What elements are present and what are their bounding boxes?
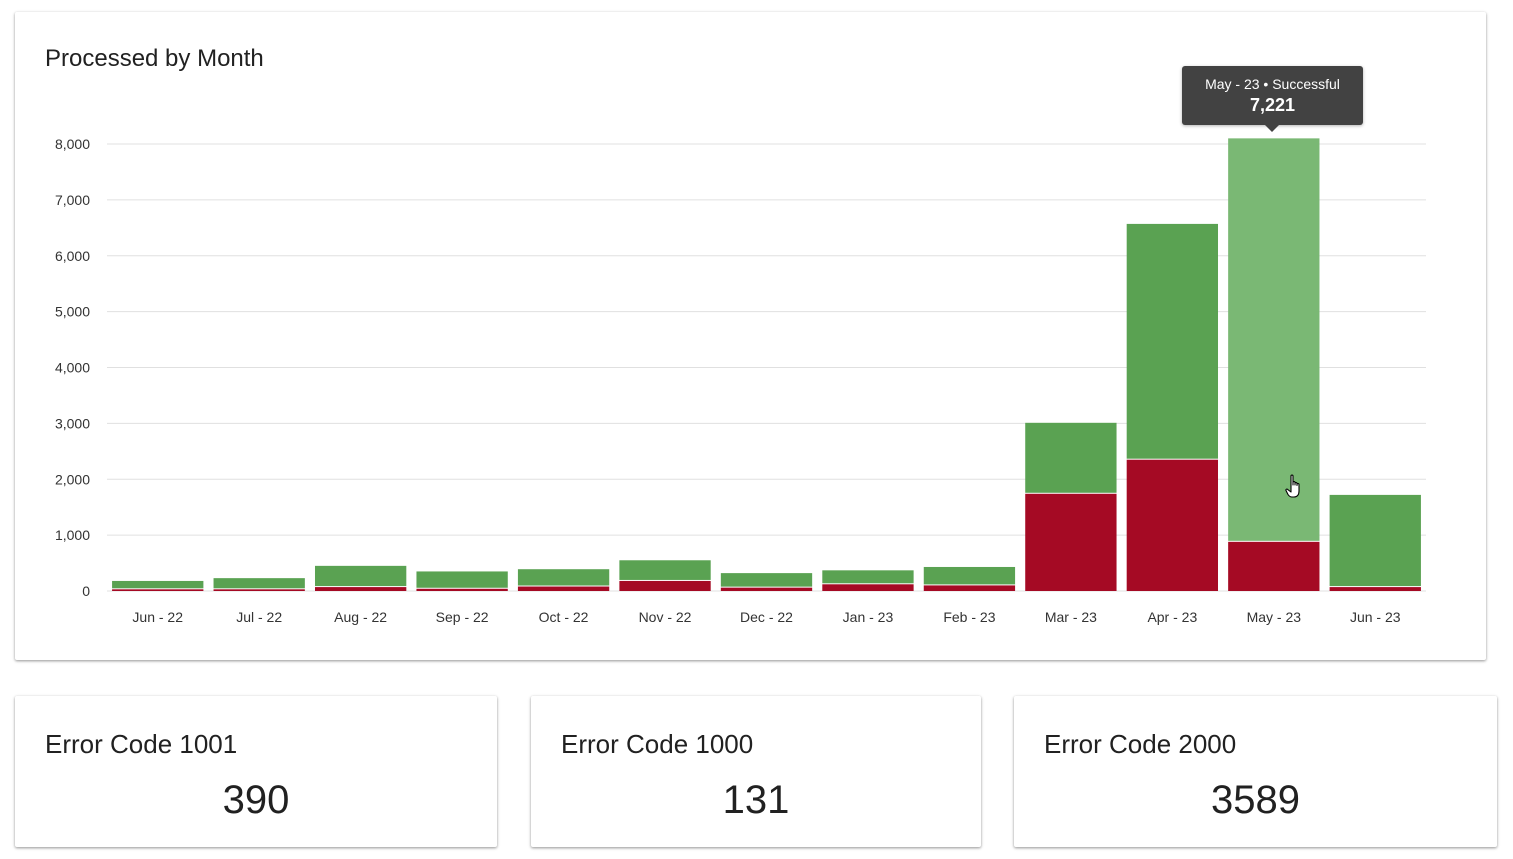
tooltip-label: May - 23 • Successful (1205, 76, 1340, 92)
bar-successful[interactable] (314, 565, 407, 587)
y-tick-label: 3,000 (55, 415, 90, 431)
x-tick-label: Jul - 22 (236, 609, 282, 625)
error-card-value: 3589 (1211, 778, 1300, 822)
bar-error[interactable] (314, 587, 407, 591)
x-tick-label: Dec - 22 (740, 609, 793, 625)
bar-error[interactable] (923, 585, 1016, 591)
y-tick-label: 2,000 (55, 471, 90, 487)
bar-successful[interactable] (1025, 422, 1117, 493)
bar-error[interactable] (517, 586, 610, 591)
bar-successful[interactable] (213, 578, 305, 589)
error-code-1000-card: Error Code 1000 131 (531, 696, 981, 847)
bar-successful[interactable] (1126, 223, 1219, 459)
x-tick-label: Aug - 22 (334, 609, 387, 625)
chart-card: Processed by Month 0 1,000 2,000 3,000 4,000… (15, 12, 1486, 660)
bar-successful[interactable] (112, 580, 204, 589)
y-tick-label: 8,000 (55, 136, 90, 152)
bar-error[interactable] (822, 584, 914, 591)
bar-successful[interactable] (1329, 494, 1421, 587)
bar-successful[interactable] (619, 560, 711, 580)
error-card-value: 131 (722, 778, 790, 822)
y-tick-label: 1,000 (55, 527, 90, 543)
x-tick-label: Jun - 22 (132, 609, 183, 625)
x-tick-label: Nov - 22 (639, 609, 692, 625)
tooltip-value: 7,221 (1249, 95, 1296, 115)
hand-pointer-icon (1285, 474, 1300, 498)
chart-title: Processed by Month (45, 45, 264, 72)
chart-tooltip: May - 23 • Successful 7,221 (1182, 66, 1363, 132)
bar-error[interactable] (213, 589, 305, 591)
bar-successful[interactable] (923, 566, 1016, 585)
x-tick-label: Apr - 23 (1147, 609, 1197, 625)
x-tick-label: May - 23 (1247, 609, 1302, 625)
error-card-label: Error Code 1001 (45, 729, 238, 759)
processed-by-month-chart: 0 1,000 2,000 3,000 4,000 5,000 6,000 7,000 8,00… (55, 136, 1426, 625)
bar-error[interactable] (1329, 587, 1421, 591)
bar-error[interactable] (1228, 541, 1320, 591)
error-card-value: 390 (222, 778, 290, 822)
y-tick-label: 7,000 (55, 192, 90, 208)
bar-error[interactable] (619, 580, 711, 591)
error-card-label: Error Code 1000 (561, 729, 754, 759)
y-tick-label: 0 (82, 583, 90, 599)
bar-successful[interactable] (720, 573, 813, 587)
x-tick-label: Jun - 23 (1350, 609, 1401, 625)
y-tick-label: 5,000 (55, 304, 90, 320)
bar-error[interactable] (416, 588, 508, 591)
bar-error[interactable] (1126, 459, 1219, 591)
bar-error[interactable] (720, 587, 813, 591)
error-card-label: Error Code 2000 (1044, 729, 1237, 759)
bar-error[interactable] (1025, 493, 1117, 591)
bar-successful[interactable] (416, 571, 508, 588)
x-tick-label: Oct - 22 (539, 609, 589, 625)
x-tick-label: Sep - 22 (436, 609, 489, 625)
bar-successful[interactable] (517, 569, 610, 586)
error-code-1001-card: Error Code 1001 390 (15, 696, 497, 847)
x-tick-label: Jan - 23 (843, 609, 894, 625)
error-code-2000-card: Error Code 2000 3589 (1014, 696, 1497, 847)
x-tick-label: Mar - 23 (1045, 609, 1097, 625)
bar-successful[interactable] (1228, 138, 1320, 541)
x-tick-label: Feb - 23 (943, 609, 995, 625)
bar-error[interactable] (112, 589, 204, 591)
y-tick-label: 6,000 (55, 248, 90, 264)
bar-successful[interactable] (822, 570, 914, 584)
y-tick-label: 4,000 (55, 360, 90, 376)
